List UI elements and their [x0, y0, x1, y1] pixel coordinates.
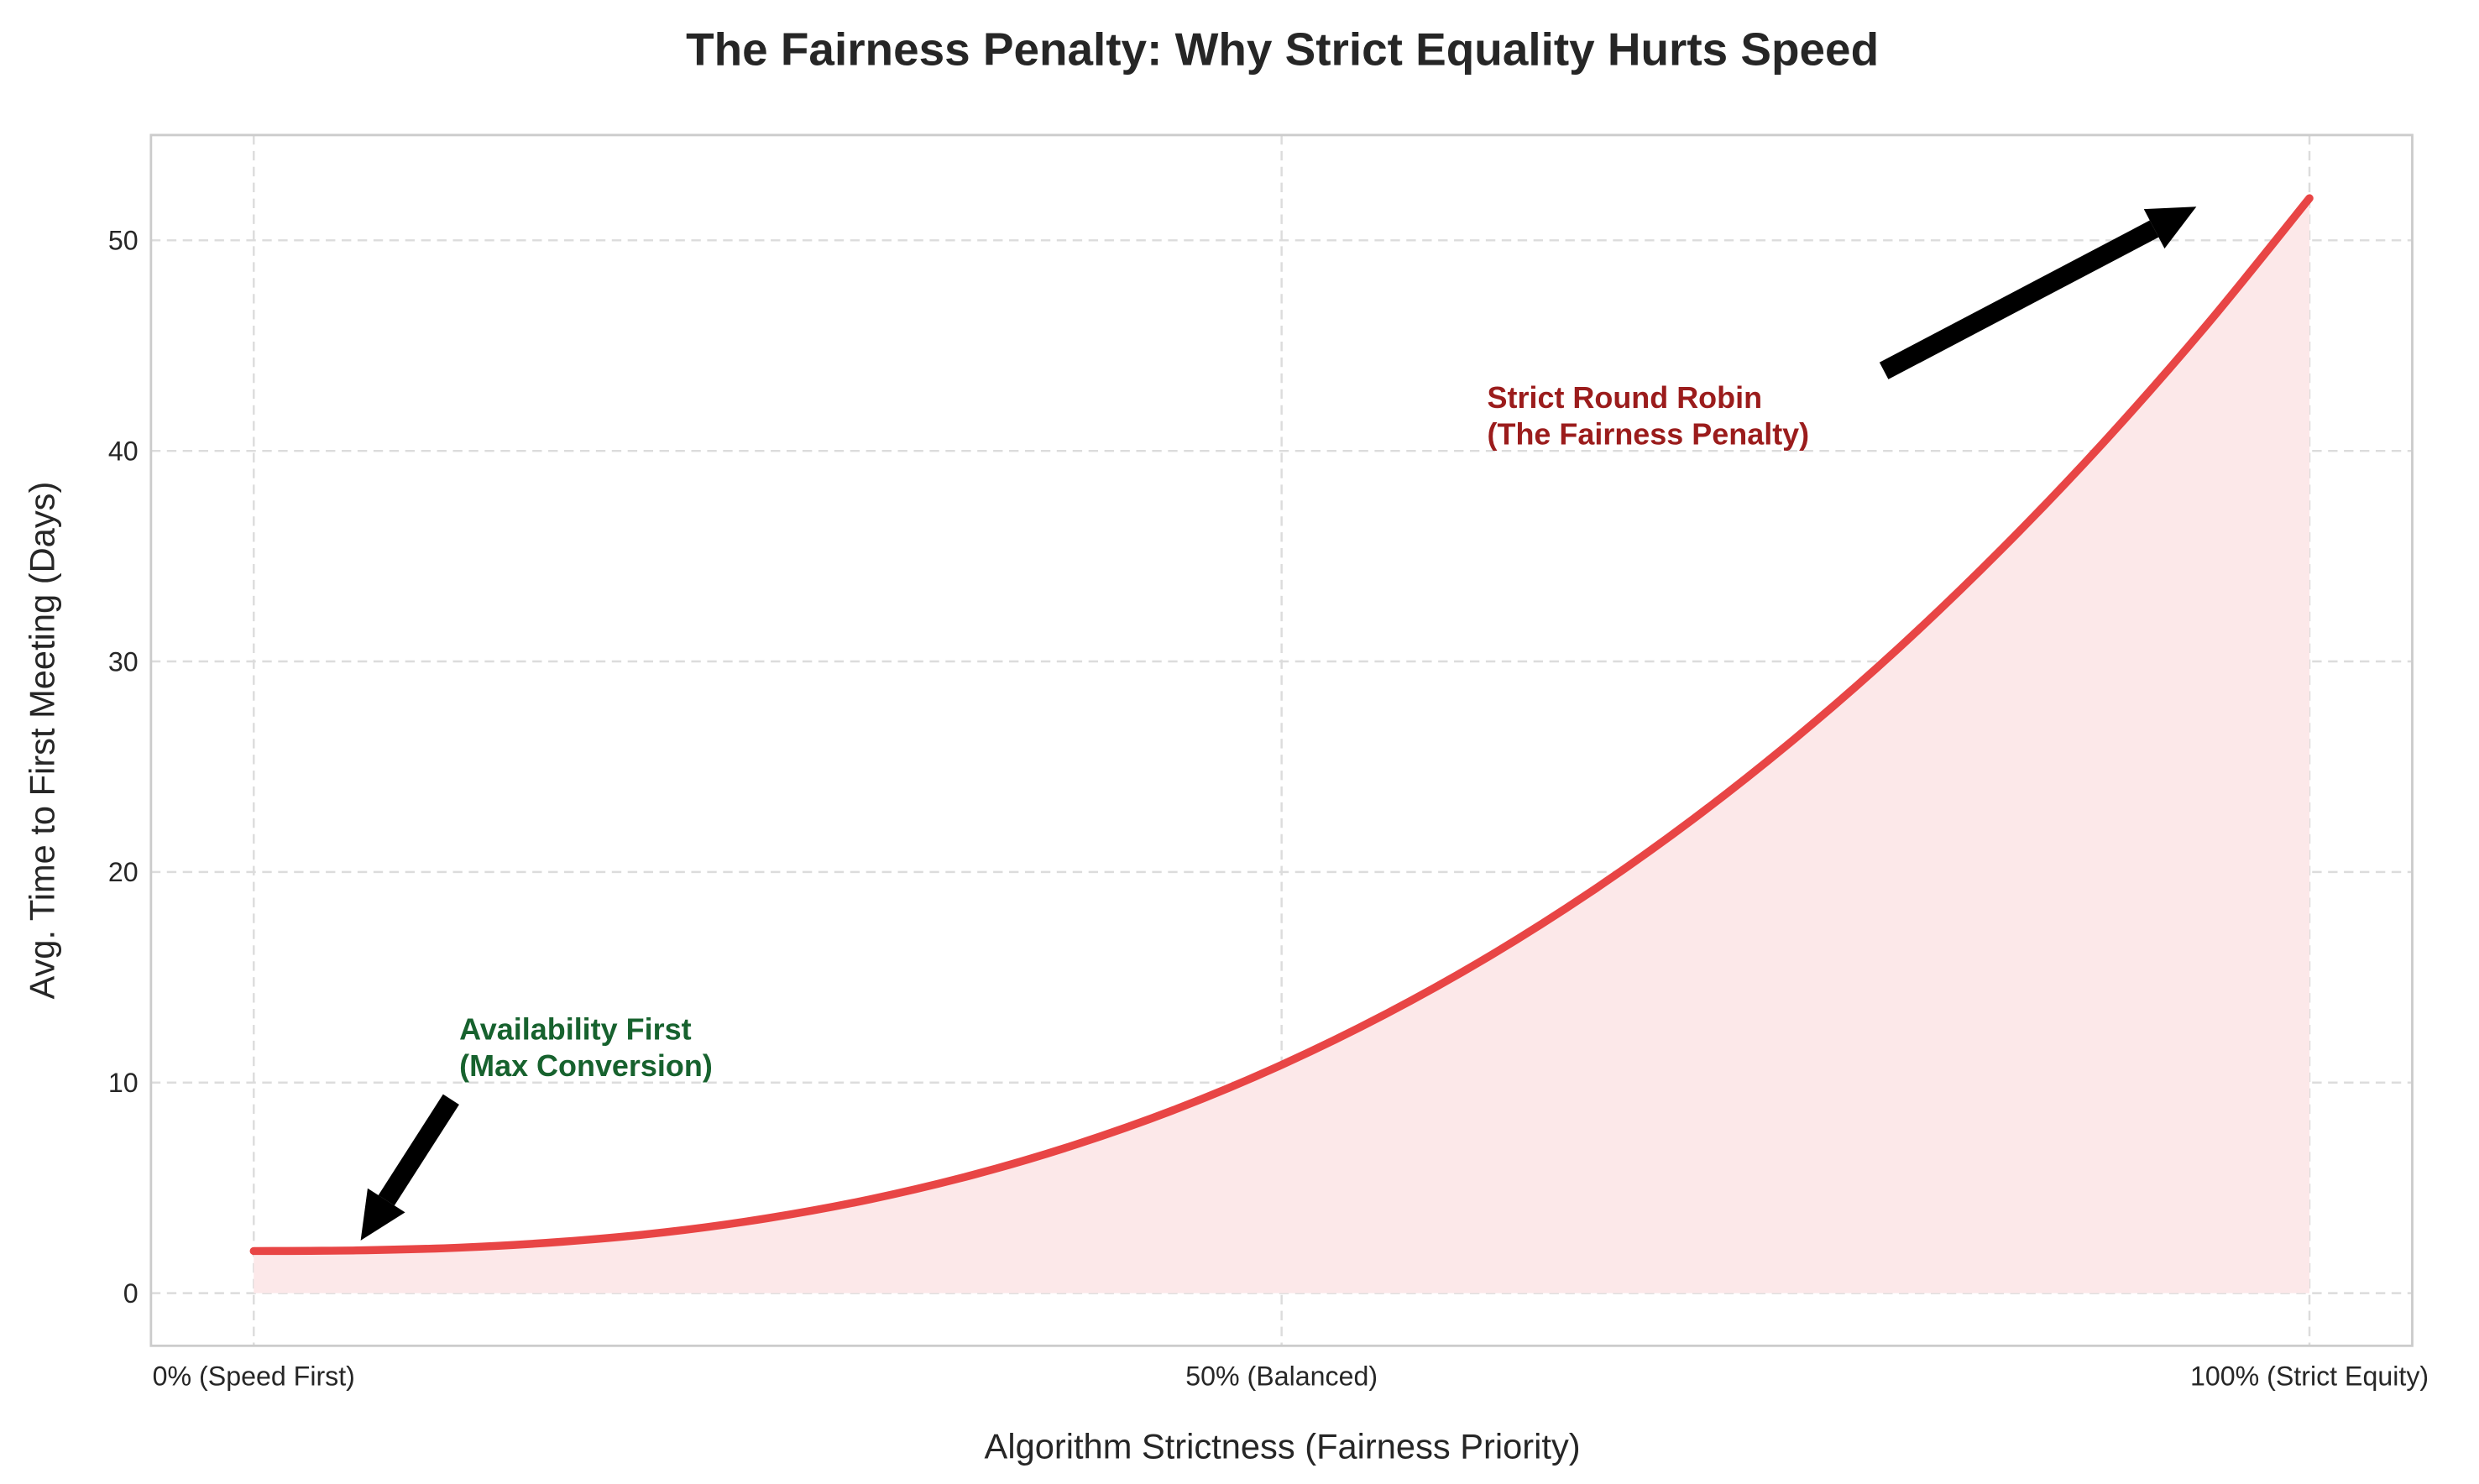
annotation-text: Strict Round Robin — [1488, 380, 1763, 415]
y-tick-label: 20 — [108, 857, 139, 887]
annotation-arrow-shaft — [378, 1094, 459, 1206]
annotation-text: (The Fairness Penalty) — [1488, 417, 1810, 452]
arrow-head-icon — [360, 1188, 405, 1241]
y-axis-label: Avg. Time to First Meeting (Days) — [22, 482, 61, 1000]
x-tick-label: 50% (Balanced) — [1185, 1361, 1378, 1392]
series-line — [249, 194, 2314, 1256]
x-tick-label: 0% (Speed First) — [153, 1361, 355, 1392]
axes-frame — [149, 133, 2414, 1347]
ticks: 0 10 20 30 40 50 0% (Speed First) 50% (Balanced… — [108, 226, 2429, 1392]
area-fill — [254, 198, 2310, 1293]
x-tick-label: 100% (Strict Equity) — [2190, 1361, 2429, 1392]
annotation-text: (Max Conversion) — [459, 1048, 713, 1083]
annotations: Availability First(Max Conversion) Strict… — [360, 206, 2197, 1241]
plot-area — [249, 194, 2314, 1293]
y-tick-label: 30 — [108, 646, 139, 677]
y-tick-label: 40 — [108, 436, 139, 467]
y-tick-label: 10 — [108, 1068, 139, 1098]
annotation-text: Availability First — [459, 1012, 691, 1047]
annotation-arrow-shaft — [1879, 220, 2159, 379]
x-axis-label: Algorithm Strictness (Fairness Priority) — [985, 1427, 1581, 1466]
arrow-head-icon — [2143, 206, 2197, 249]
y-tick-label: 50 — [108, 226, 139, 256]
chart-title: The Fairness Penalty: Why Strict Equalit… — [686, 24, 1879, 76]
y-tick-label: 0 — [123, 1278, 139, 1309]
